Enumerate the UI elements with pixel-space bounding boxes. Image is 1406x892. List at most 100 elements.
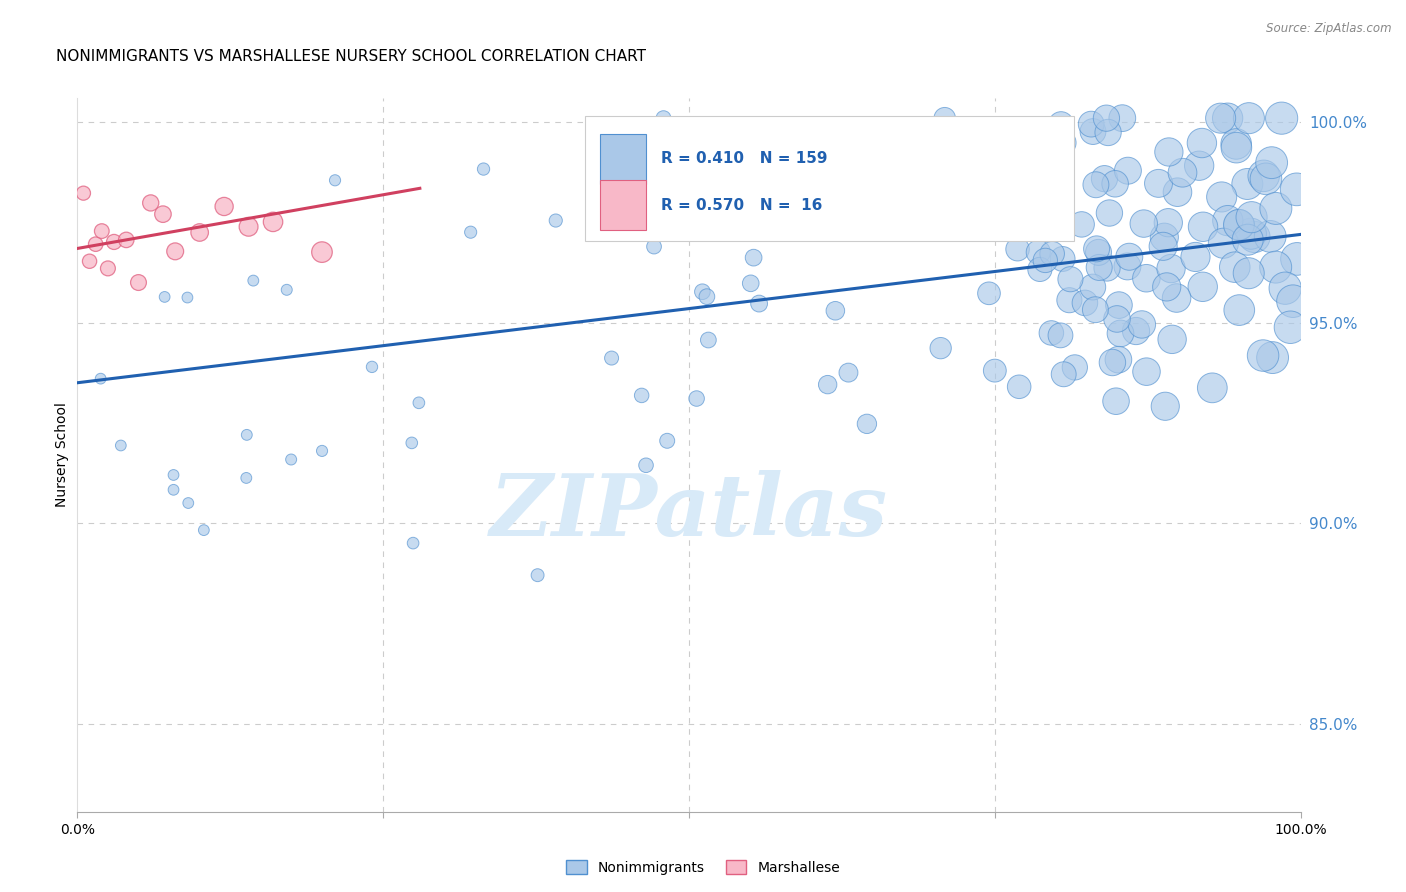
Point (115, 233, 138, 247)
Legend: Nonimmigrants, Marshallese: Nonimmigrants, Marshallese (560, 855, 846, 880)
Point (401, 436, 423, 450)
Point (323, 173, 346, 187)
Point (1153, 230, 1175, 244)
Point (630, 388, 652, 402)
Point (90, 224, 112, 238)
Point (526, 568, 548, 582)
Point (1188, 159, 1211, 173)
Point (242, 274, 264, 288)
Point (1050, 117, 1073, 131)
Point (666, 225, 689, 239)
Point (1052, 252, 1074, 266)
Point (995, 186, 1018, 201)
Point (696, 290, 718, 304)
Point (276, 283, 298, 297)
Point (236, 428, 259, 442)
Point (1118, 250, 1140, 264)
Point (1085, 242, 1108, 256)
Point (856, 417, 879, 431)
Point (1161, 332, 1184, 346)
Point (988, 217, 1011, 231)
Point (1282, 294, 1305, 309)
Point (1225, 136, 1247, 151)
Point (697, 333, 720, 347)
Point (1105, 312, 1128, 326)
Point (1125, 324, 1147, 338)
Point (1022, 179, 1045, 194)
Point (1101, 355, 1123, 369)
Point (176, 291, 198, 305)
Point (1253, 169, 1275, 183)
Point (1088, 260, 1111, 275)
Point (1031, 146, 1053, 161)
Point (862, 156, 884, 170)
Point (162, 483, 184, 497)
Point (1022, 199, 1045, 213)
Point (634, 458, 657, 473)
Point (600, 351, 623, 365)
Point (262, 215, 284, 229)
Point (1008, 380, 1031, 394)
Point (1227, 303, 1250, 318)
Point (685, 392, 707, 406)
Point (1130, 318, 1153, 332)
Point (1111, 111, 1133, 125)
Point (1192, 219, 1215, 234)
Point (1029, 262, 1052, 277)
Point (1095, 260, 1118, 275)
Point (1251, 349, 1274, 363)
Point (1264, 202, 1286, 216)
Point (128, 276, 150, 290)
Point (934, 111, 956, 125)
Point (1243, 230, 1265, 244)
Point (1261, 351, 1284, 365)
Point (1040, 326, 1063, 340)
Point (1087, 245, 1109, 260)
Point (193, 523, 215, 537)
Point (139, 196, 162, 211)
Point (827, 193, 849, 207)
Point (1135, 271, 1157, 285)
Point (977, 286, 1000, 301)
Point (636, 178, 658, 193)
Text: NONIMMIGRANTS VS MARSHALLESE NURSERY SCHOOL CORRELATION CHART: NONIMMIGRANTS VS MARSHALLESE NURSERY SCH… (56, 49, 647, 64)
Point (152, 207, 174, 221)
Point (837, 366, 859, 380)
Point (1264, 260, 1286, 274)
Point (1240, 210, 1263, 224)
Point (1225, 141, 1247, 155)
Bar (599, 134, 647, 184)
Point (1166, 185, 1188, 199)
Point (1201, 381, 1223, 395)
Bar (599, 180, 647, 230)
Point (1254, 171, 1277, 186)
Point (1184, 250, 1206, 264)
Point (652, 111, 675, 125)
Point (472, 162, 495, 177)
Point (1279, 320, 1302, 334)
Point (72, 186, 94, 201)
Point (1033, 253, 1056, 268)
Point (84, 237, 107, 252)
Point (1285, 182, 1308, 196)
Point (1271, 111, 1294, 125)
Point (1094, 171, 1116, 186)
Point (311, 245, 333, 260)
Point (929, 341, 952, 355)
Point (1040, 169, 1063, 184)
Point (1191, 136, 1213, 150)
Point (1084, 178, 1107, 192)
Point (1160, 261, 1182, 276)
Point (1052, 136, 1074, 150)
Point (408, 396, 430, 410)
Point (103, 235, 125, 249)
Point (1237, 266, 1260, 280)
Point (1132, 217, 1154, 231)
Point (1157, 216, 1180, 230)
Point (1097, 126, 1119, 140)
Point (1236, 177, 1258, 191)
Point (544, 213, 567, 227)
Point (1171, 166, 1194, 180)
Point (1107, 352, 1129, 367)
Point (1053, 368, 1076, 382)
